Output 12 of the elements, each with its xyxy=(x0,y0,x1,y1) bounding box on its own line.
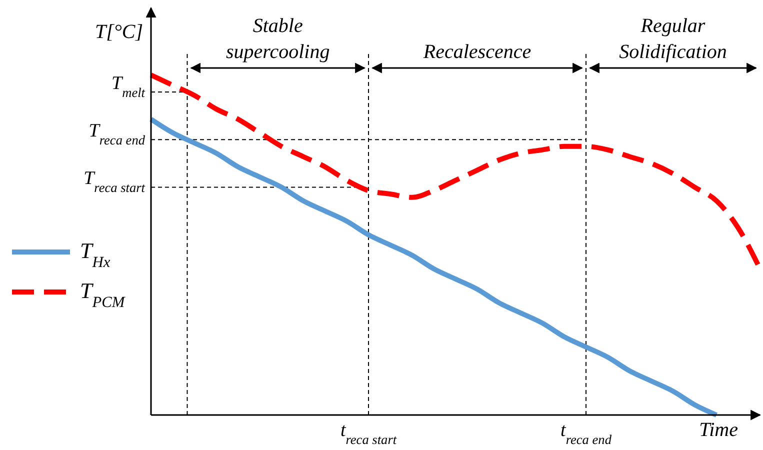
legend-label: T$_{Hx}$ xyxy=(80,238,110,270)
ref-line-label: T$_{reca end}$ xyxy=(88,120,146,148)
y-axis-title: T[°C] xyxy=(94,21,143,43)
x-tick-label: t$_{reca end}$ xyxy=(560,420,612,446)
x-axis-title: Time xyxy=(699,419,738,441)
legend-label: T$_{PCM}$ xyxy=(80,278,126,310)
text: Recalescence xyxy=(422,41,532,63)
ref-line-label: T$_{melt}$ xyxy=(112,73,146,100)
x-tick-label: t$_{reca start}$ xyxy=(340,420,397,446)
text: Regular Solidification xyxy=(619,15,727,63)
text: Stable supercooling xyxy=(226,15,330,63)
ref-line-label: T$_{reca start}$ xyxy=(84,168,146,195)
